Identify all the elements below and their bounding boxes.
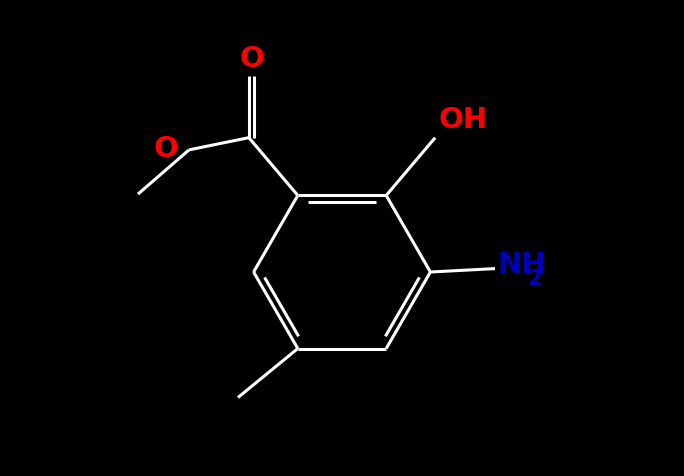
Text: O: O bbox=[154, 135, 179, 162]
Text: O: O bbox=[240, 45, 265, 73]
Text: NH: NH bbox=[498, 251, 547, 279]
Text: OH: OH bbox=[438, 106, 488, 134]
Text: 2: 2 bbox=[527, 269, 542, 289]
